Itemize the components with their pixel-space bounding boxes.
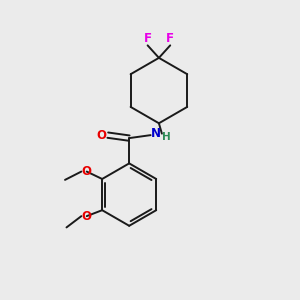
Text: F: F	[144, 32, 152, 45]
Text: N: N	[151, 127, 161, 140]
Text: O: O	[96, 129, 106, 142]
Text: F: F	[166, 32, 174, 45]
Text: O: O	[82, 210, 92, 223]
Text: H: H	[162, 132, 171, 142]
Text: O: O	[82, 165, 92, 178]
